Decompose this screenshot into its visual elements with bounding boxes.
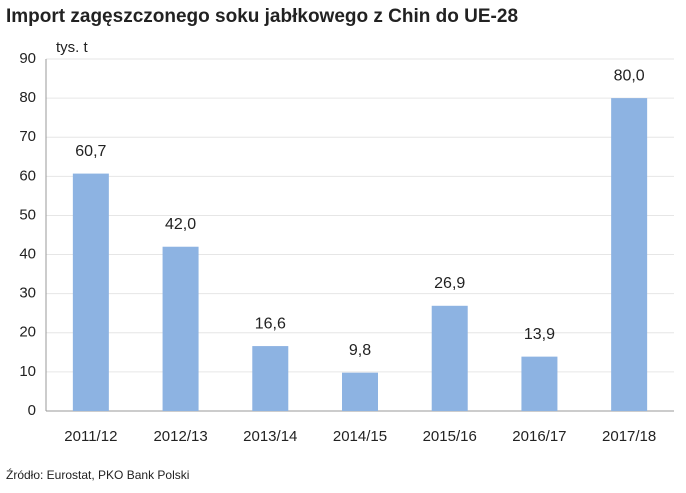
y-tick-label: 0 — [28, 402, 36, 419]
y-tick-label: 50 — [19, 206, 36, 223]
chart-title: Import zagęszczonego soku jabłkowego z C… — [6, 6, 518, 27]
y-tick-label: 80 — [19, 89, 36, 106]
x-tick-label: 2016/17 — [512, 428, 566, 445]
bar — [611, 98, 648, 411]
x-tick-label: 2017/18 — [602, 428, 656, 445]
value-label: 9,8 — [349, 342, 371, 359]
bar — [252, 346, 289, 411]
value-label: 60,7 — [75, 143, 106, 160]
x-tick-label: 2012/13 — [153, 428, 207, 445]
x-tick-label: 2011/12 — [64, 428, 117, 445]
bar — [72, 173, 109, 411]
y-tick-label: 40 — [19, 246, 36, 263]
bar — [162, 246, 199, 411]
y-axis-label: tys. t — [56, 39, 89, 56]
bar — [342, 372, 378, 411]
value-label: 13,9 — [524, 326, 555, 343]
bar — [521, 356, 558, 411]
y-tick-label: 60 — [19, 167, 36, 184]
bar — [431, 305, 468, 411]
y-tick-label: 10 — [19, 363, 36, 380]
value-label: 80,0 — [614, 67, 645, 84]
value-label: 42,0 — [165, 216, 196, 233]
x-tick-label: 2013/14 — [243, 428, 297, 445]
value-label: 26,9 — [434, 275, 465, 292]
y-tick-label: 70 — [19, 128, 36, 145]
x-tick-label: 2015/16 — [423, 428, 477, 445]
x-tick-label: 2014/15 — [333, 428, 387, 445]
y-tick-label: 30 — [19, 285, 36, 302]
y-tick-label: 20 — [19, 324, 36, 341]
source-note: Źródło: Eurostat, PKO Bank Polski — [6, 467, 189, 482]
y-tick-label: 90 — [19, 50, 36, 67]
value-label: 16,6 — [255, 315, 286, 332]
